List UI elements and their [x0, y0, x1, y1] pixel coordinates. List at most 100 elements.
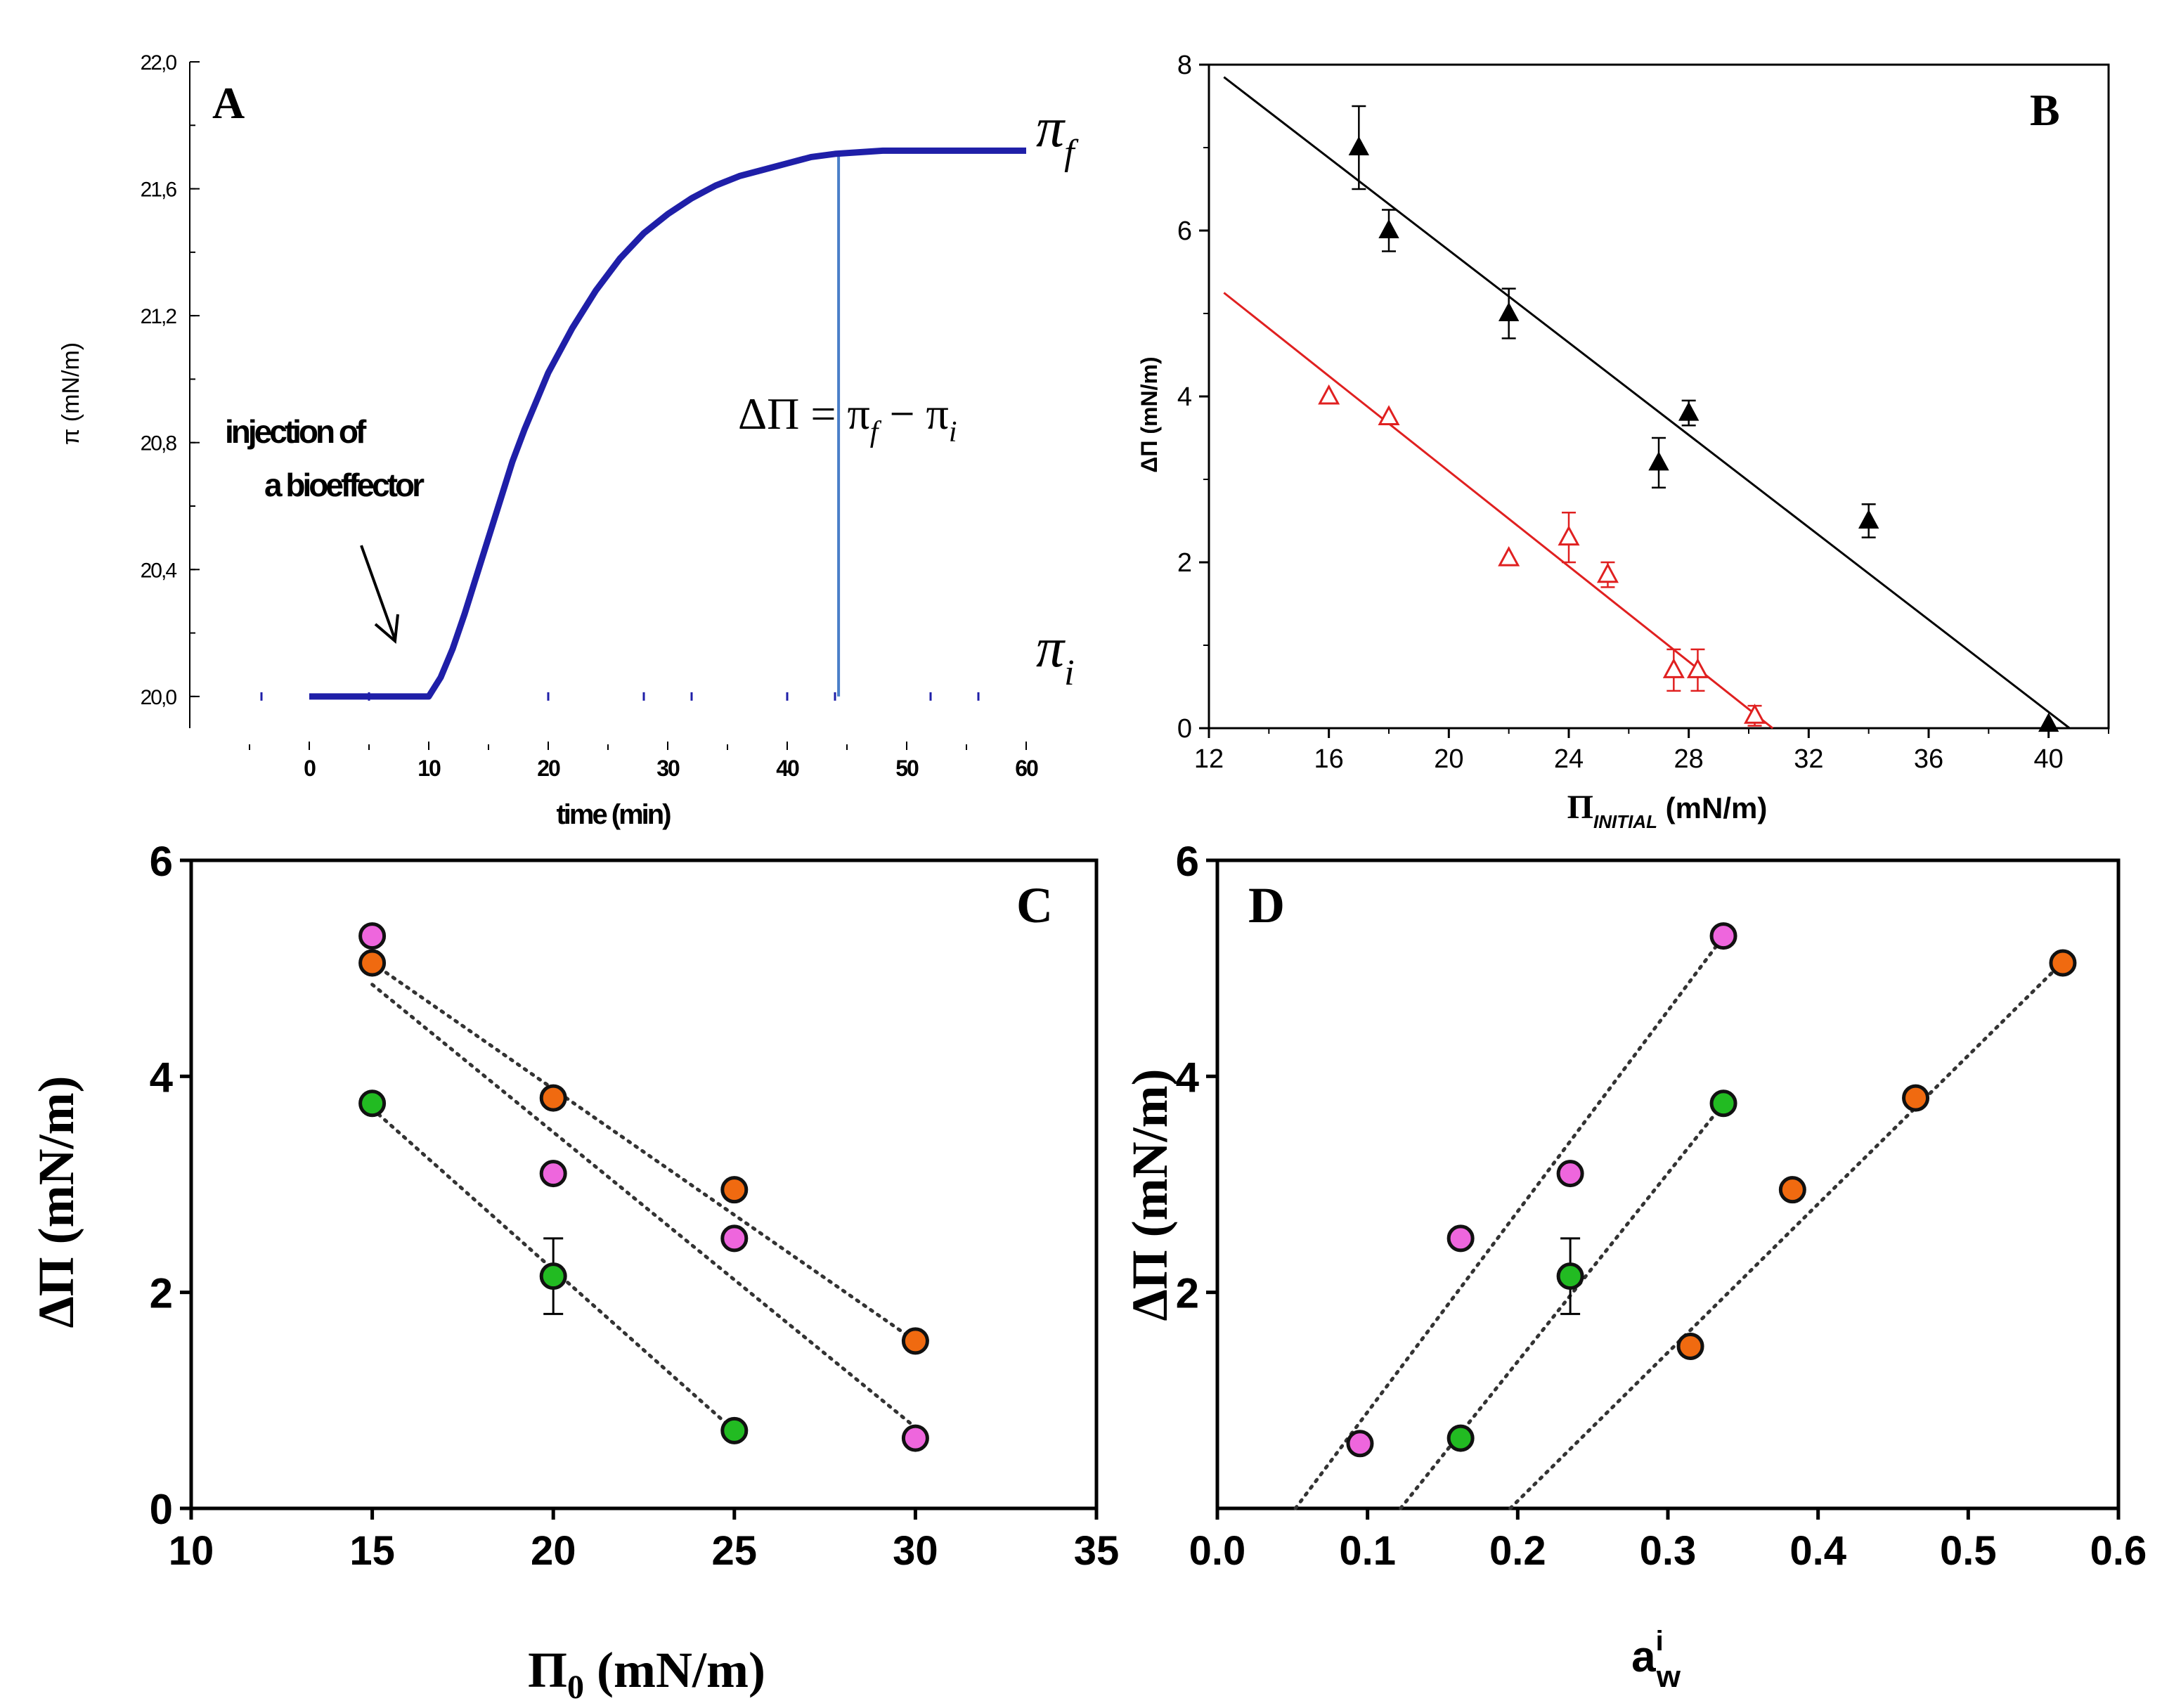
- panel-b-x-tick-label: 36: [1914, 744, 1943, 774]
- equation-mid: − π: [878, 389, 948, 439]
- panel-b-point-filled-triangle: [1498, 302, 1520, 321]
- panel-c-x-tick-label: 20: [531, 1528, 576, 1574]
- pi-i-symbol: π: [1036, 617, 1066, 679]
- panel-c-xlabel-symbol: Π: [528, 1642, 567, 1698]
- panel-d: 2 4 6 0.0 0.1 0.2 0.3 0.4 0.5 0.6 D ai w ΔΠ (mN/m): [1122, 838, 2147, 1694]
- panel-b-frame: [1208, 63, 2110, 730]
- panel-a-y-tick-label: 21,2: [141, 305, 177, 328]
- panel-d-x-tick-label: 0.0: [1189, 1528, 1246, 1574]
- panel-d-point-green: [1709, 1089, 1737, 1118]
- pi-f-label: πf: [1036, 97, 1079, 173]
- panel-d-point-orange: [1902, 1084, 1930, 1112]
- panel-b-point-open-triangle: [1498, 545, 1520, 567]
- panel-c-point-green: [358, 1089, 387, 1118]
- panel-c-x-tick-label: 15: [349, 1528, 395, 1574]
- panel-b-point-open-triangle: [1318, 384, 1340, 405]
- panel-a-x-tick-label: 0: [304, 756, 316, 781]
- panel-c-point-green: [539, 1262, 567, 1290]
- panel-c-point-pink: [720, 1224, 749, 1253]
- panel-b-letter: B: [2030, 85, 2060, 135]
- panel-d-xlabel-symbol: a: [1631, 1633, 1656, 1681]
- panel-b-point-open-triangle: [1744, 704, 1766, 724]
- panel-c-frame: [189, 858, 1099, 1510]
- panel-d-point-green: [1446, 1424, 1475, 1452]
- panel-d-point-orange: [1676, 1333, 1704, 1360]
- panel-c-x-axis-label: Π0 (mN/m): [528, 1642, 765, 1706]
- panel-a-axes: 20,0 20,4 20,8 21,2 21,6 22,0 0 10 20 30 40 50 60: [141, 51, 1040, 781]
- panel-b-point-filled-triangle: [1378, 219, 1399, 238]
- panel-c-point-pink: [901, 1424, 929, 1452]
- panel-d-xlabel-sup: i: [1656, 1626, 1664, 1657]
- panel-d-y-tick-label: 4: [1176, 1054, 1200, 1101]
- panel-d-point-pink: [1556, 1160, 1584, 1188]
- panel-a-y-tick-label: 20,0: [141, 686, 177, 709]
- panel-a-marks: [260, 147, 1026, 701]
- panel-b-fit-line-open: [1223, 292, 1774, 730]
- panel-a-y-tick-label: 21,6: [141, 179, 177, 202]
- panel-d-x-tick-label: 0.4: [1789, 1528, 1846, 1574]
- panel-d-letter: D: [1248, 877, 1285, 933]
- panel-c-point-orange: [358, 949, 387, 977]
- panel-c-axes: 0 2 4 6 10 15 20 25 30 35: [150, 838, 1120, 1574]
- panel-c-x-tick-label: 35: [1074, 1528, 1120, 1574]
- panel-b-point-filled-triangle: [1678, 401, 1700, 421]
- panel-b-x-tick-label: 40: [2034, 744, 2064, 774]
- panel-b-xlabel-sub: INITIAL: [1593, 811, 1657, 832]
- panel-c-xlabel-sub: 0: [567, 1669, 584, 1706]
- panel-c-y-tick-label: 6: [150, 838, 173, 885]
- panel-a-x-tick-label: 60: [1015, 756, 1038, 781]
- panel-a-y-tick-label: 20,8: [141, 432, 177, 455]
- panel-c-point-orange: [901, 1327, 929, 1355]
- panel-a-x-tick-label: 30: [656, 756, 680, 781]
- panel-d-y-tick-label: 2: [1176, 1270, 1199, 1317]
- panel-d-frame: [1215, 858, 2121, 1510]
- panel-d-y-tick-label: 6: [1176, 838, 1199, 885]
- panel-c-x-tick-label: 30: [893, 1528, 938, 1574]
- panel-d-point-pink: [1709, 922, 1737, 950]
- panel-b-y-axis-label: ΔΠ (mN/m): [1137, 356, 1162, 472]
- panel-b-point-open-triangle: [1558, 525, 1580, 546]
- panel-c-xlabel-unit: (mN/m): [584, 1642, 765, 1698]
- injection-arrow: [360, 545, 399, 644]
- panel-b-point-open-triangle: [1378, 405, 1400, 425]
- pi-i-subscript: i: [1064, 653, 1074, 693]
- panel-a-injection-label-line2: a bioeffector: [264, 467, 425, 503]
- panel-c-letter: C: [1016, 877, 1053, 933]
- panel-b-xlabel-symbol: Π: [1567, 789, 1593, 826]
- panel-b-fit-line-filled: [1223, 76, 2071, 730]
- panel-d-point-green: [1556, 1262, 1584, 1290]
- panel-a-letter: A: [212, 78, 245, 128]
- panel-a-x-tick-label: 10: [417, 756, 441, 781]
- panel-c-y-axis-label: ΔΠ (mN/m): [28, 1075, 84, 1328]
- panel-a-x-tick-label: 50: [895, 756, 919, 781]
- panel-a-x-axis-label: time (min): [556, 799, 671, 830]
- panel-a-y-tick-label: 22,0: [141, 51, 177, 75]
- panel-a-pressure-curve: [309, 147, 1026, 700]
- panel-c-x-tick-label: 10: [169, 1528, 214, 1574]
- panel-d-marks: [1293, 922, 2077, 1510]
- panel-a-y-tick-label: 20,4: [141, 559, 177, 582]
- panel-c-y-tick-label: 4: [150, 1054, 174, 1101]
- panel-b-y-tick-label: 2: [1177, 548, 1192, 578]
- panel-d-x-tick-label: 0.2: [1489, 1528, 1546, 1574]
- panel-d-y-axis-label: ΔΠ (mN/m): [1122, 1068, 1178, 1321]
- panel-d-axes: 2 4 6 0.0 0.1 0.2 0.3 0.4 0.5 0.6: [1176, 838, 2147, 1574]
- panel-b-y-tick-label: 0: [1177, 714, 1192, 744]
- panel-d-fit-line-orange: [1508, 955, 2069, 1510]
- panel-c-fit-line-green: [370, 1106, 737, 1432]
- pi-i-label: πi: [1036, 617, 1075, 693]
- panel-b-x-tick-label: 12: [1194, 744, 1224, 774]
- panel-a: 20,020,420,821,221,622,00 10 20 30 40 50 60 A …: [58, 51, 1079, 830]
- panel-c-point-green: [720, 1416, 749, 1444]
- panel-b-point-filled-triangle: [1858, 509, 1879, 529]
- panel-a-y-axis-label: π (mN/m): [58, 342, 84, 445]
- delta-pi-equation: ΔΠ = πf − πi: [738, 389, 957, 448]
- equation-sub-i: i: [949, 416, 957, 448]
- panel-c-point-orange: [720, 1176, 749, 1204]
- panel-d-point-pink: [1346, 1430, 1374, 1458]
- panel-c-point-orange: [539, 1084, 567, 1112]
- panel-d-x-tick-label: 0.3: [1640, 1528, 1697, 1574]
- panel-d-point-pink: [1446, 1224, 1475, 1253]
